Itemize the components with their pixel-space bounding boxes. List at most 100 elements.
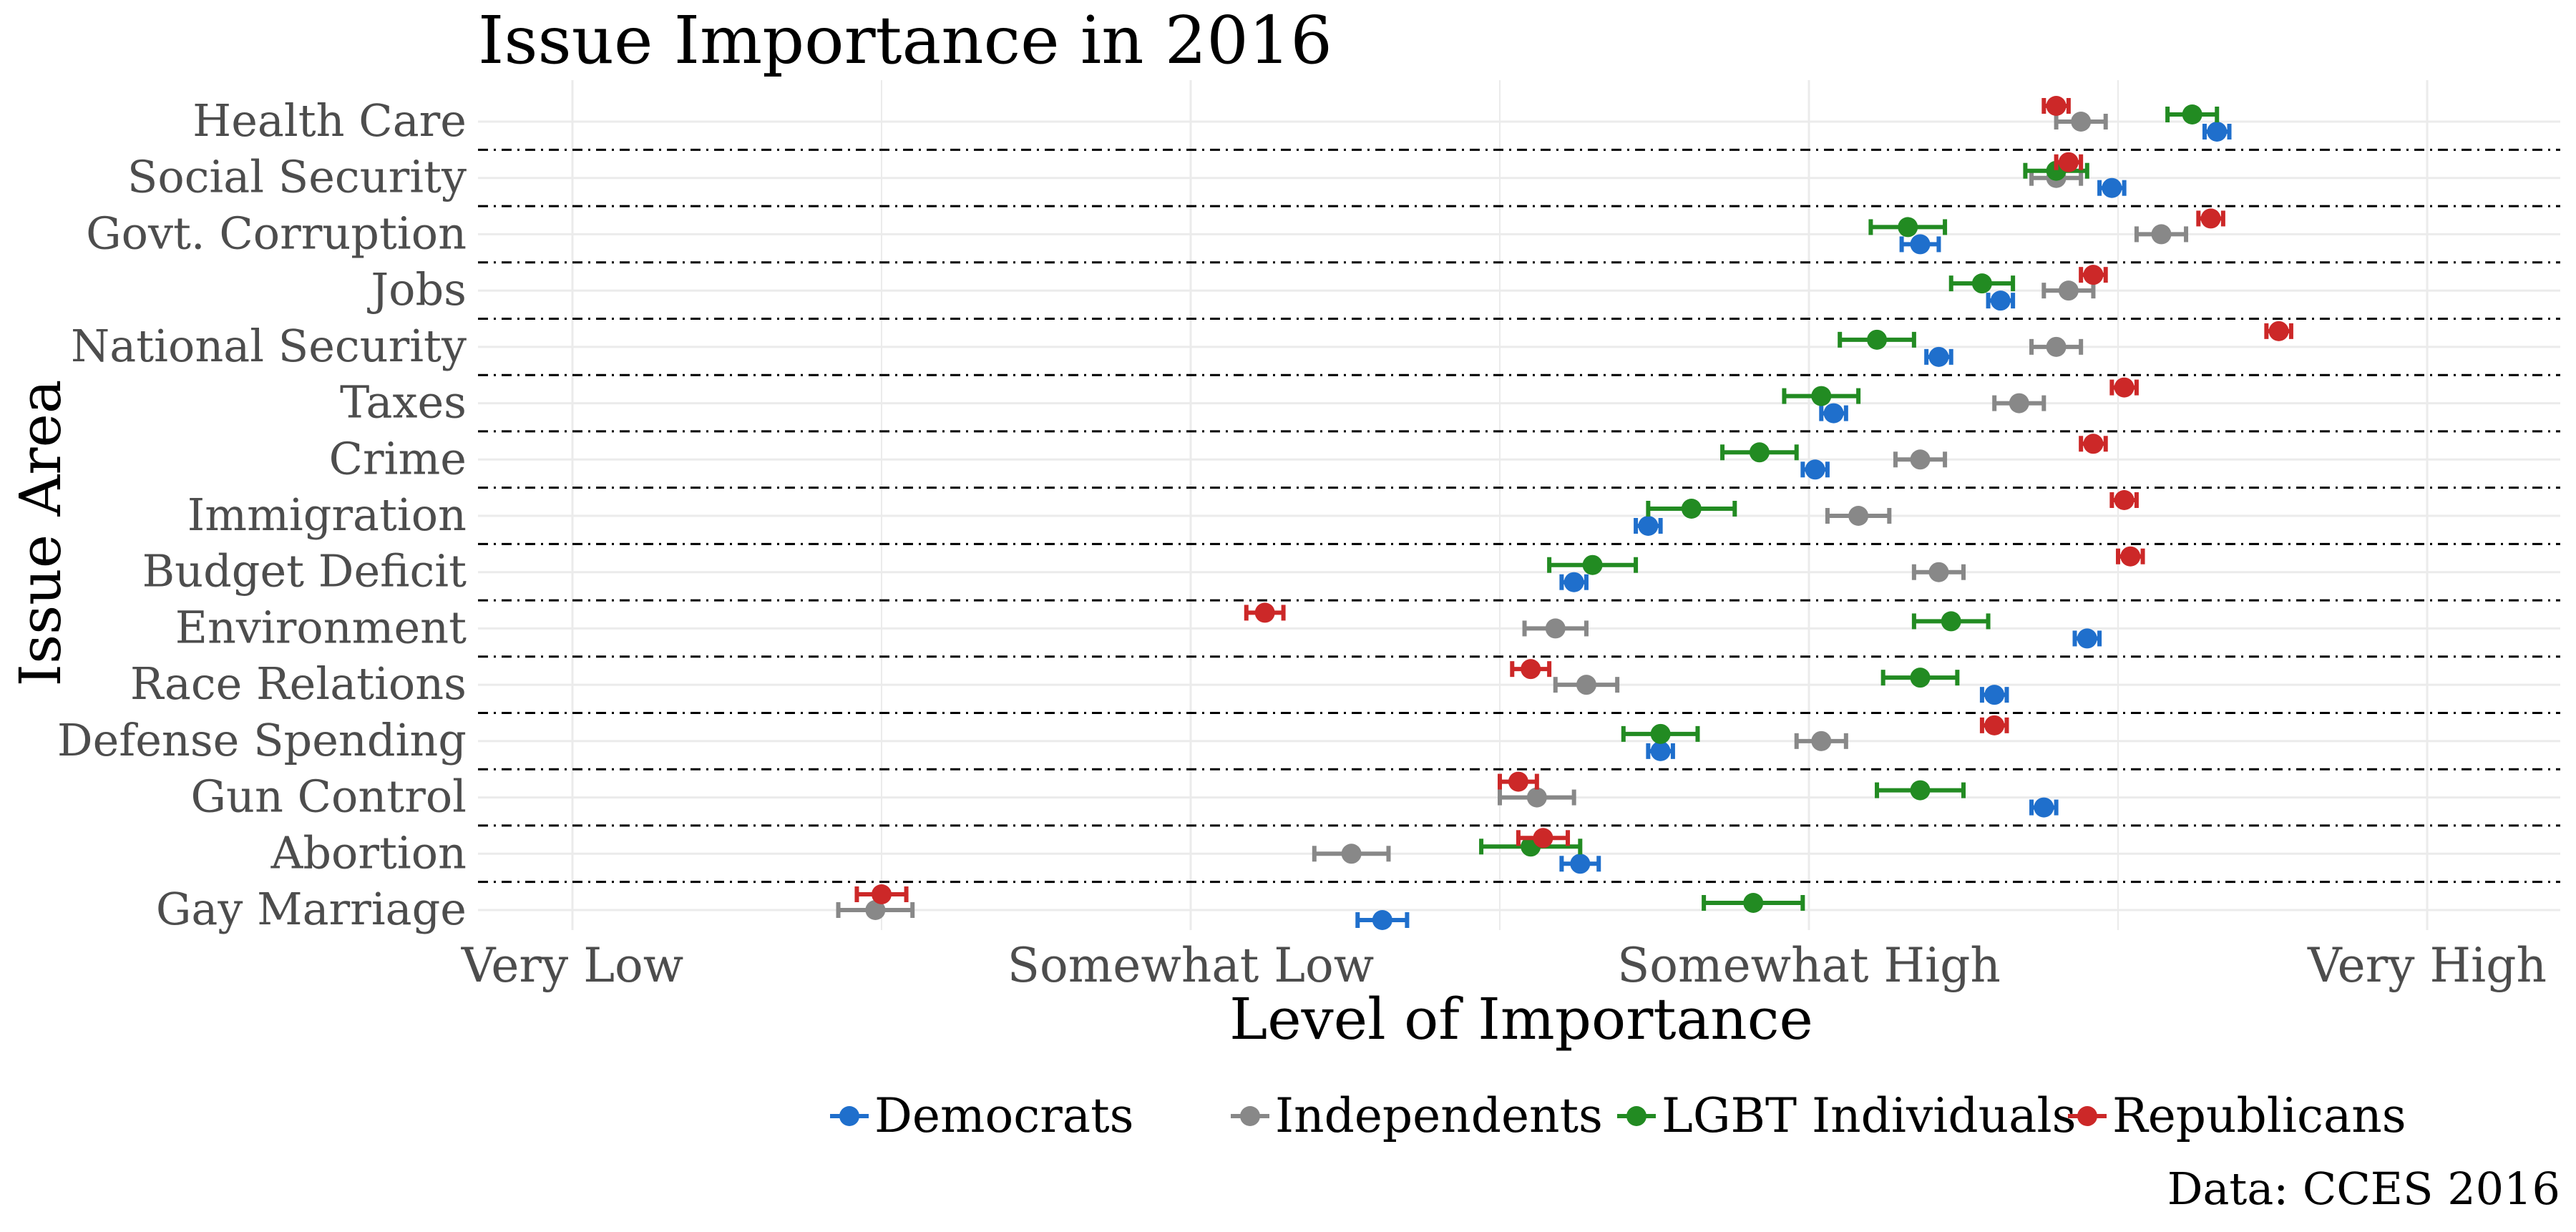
- data-point: [2120, 546, 2141, 567]
- y-tick-label: Health Care: [192, 94, 467, 147]
- data-point-group: [2264, 321, 2293, 341]
- data-point: [2200, 208, 2221, 229]
- data-point-group: [1522, 618, 1589, 639]
- x-tick-label: Very Low: [461, 938, 684, 993]
- legend-label: Democrats: [874, 1088, 1134, 1143]
- data-point-group: [1924, 346, 1953, 367]
- data-point: [1576, 675, 1596, 695]
- data-point-group: [2079, 265, 2108, 285]
- data-point: [1848, 506, 1869, 526]
- y-tick-label: Jobs: [366, 263, 467, 316]
- y-tick-label: Govt. Corruption: [86, 207, 467, 259]
- data-point: [2114, 377, 2135, 398]
- data-point-group: [2109, 490, 2139, 510]
- data-point-group: [1800, 459, 1830, 480]
- legend-label: Independents: [1275, 1088, 1603, 1143]
- data-point: [1638, 516, 1659, 536]
- y-tick-label: Gay Marriage: [156, 883, 467, 935]
- data-point: [2046, 336, 2067, 357]
- data-point-group: [2109, 377, 2139, 398]
- data-point-group: [1880, 668, 1960, 688]
- legend-key-marker: [1626, 1106, 1646, 1126]
- data-point-group: [1819, 403, 1848, 424]
- data-point: [2071, 112, 2092, 132]
- data-point: [1990, 290, 2011, 311]
- data-point: [2009, 393, 2029, 414]
- data-point-group: [1244, 602, 1286, 623]
- data-point-group: [1720, 442, 1799, 463]
- legend-item: Independents: [1231, 1088, 1603, 1143]
- data-point: [1928, 562, 1949, 582]
- data-point-group: [1868, 217, 1948, 238]
- data-point: [2207, 122, 2228, 142]
- data-point: [1898, 217, 1918, 238]
- data-point: [1984, 715, 2005, 735]
- data-point-group: [1559, 854, 1601, 874]
- legend-key-marker: [1240, 1106, 1260, 1126]
- data-point: [1563, 572, 1584, 592]
- data-point-group: [1979, 715, 2009, 735]
- chart-title: Issue Importance in 2016: [478, 2, 1332, 79]
- data-point-group: [1312, 844, 1391, 864]
- y-tick-label: Social Security: [127, 151, 467, 203]
- data-point: [1533, 828, 1553, 849]
- data-point-group: [1899, 234, 1941, 255]
- y-tick-label: Race Relations: [130, 657, 467, 710]
- data-point: [2083, 265, 2104, 285]
- data-point-group: [2029, 336, 2084, 357]
- data-point-group: [2196, 208, 2225, 229]
- data-point: [1749, 442, 1770, 463]
- x-tick-label: Very High: [2307, 938, 2547, 993]
- y-tick-label: Gun Control: [190, 771, 467, 823]
- data-point-group: [1498, 771, 1539, 792]
- legend: Democrats Independents LGBT Individuals Rep…: [830, 1088, 2406, 1143]
- data-point: [1650, 740, 1671, 761]
- data-point: [1910, 234, 1931, 255]
- data-point: [1743, 893, 1764, 913]
- data-point-group: [1646, 499, 1737, 519]
- data-point: [1254, 602, 1275, 623]
- data-point: [1811, 386, 1832, 406]
- data-point: [2077, 628, 2097, 649]
- data-point: [872, 884, 892, 904]
- data-point: [1823, 403, 1844, 424]
- data-point-group: [1498, 787, 1576, 808]
- x-tick-label: Somewhat Low: [1008, 938, 1375, 993]
- y-axis-label: Issue Area: [7, 379, 74, 686]
- data-point-group: [2097, 177, 2127, 198]
- data-point-group: [1516, 828, 1571, 849]
- data-point: [1341, 844, 1362, 864]
- y-tick-label: National Security: [71, 320, 467, 372]
- data-point-group: [1986, 290, 2016, 311]
- y-tick-label: Taxes: [340, 376, 467, 429]
- data-point-group: [854, 884, 909, 904]
- y-tick-label: Crime: [329, 432, 467, 484]
- data-point: [865, 900, 886, 920]
- data-point: [1545, 618, 1566, 639]
- data-point: [1811, 730, 1832, 751]
- legend-item: Republicans: [2068, 1088, 2406, 1143]
- data-point-group: [1646, 740, 1675, 761]
- data-point-group: [2079, 434, 2108, 454]
- data-point-group: [1559, 572, 1589, 592]
- data-point-group: [1875, 780, 1966, 801]
- data-point-group: [2041, 96, 2071, 116]
- legend-item: Democrats: [830, 1088, 1134, 1143]
- y-tick-label: Abortion: [270, 826, 467, 879]
- legend-label: Republicans: [2112, 1088, 2406, 1143]
- data-point-group: [1893, 449, 1948, 470]
- data-point-group: [2054, 112, 2108, 132]
- data-point-group: [1911, 611, 1991, 632]
- data-point-group: [1825, 506, 1892, 526]
- data-point: [1805, 459, 1825, 480]
- data-point-group: [2134, 224, 2189, 245]
- data-point-group: [1794, 730, 1848, 751]
- data-point-group: [2041, 280, 2096, 301]
- data-point: [2151, 224, 2172, 245]
- y-tick-label: Budget Deficit: [142, 545, 467, 597]
- data-point-group: [836, 900, 915, 920]
- data-point: [2268, 321, 2289, 341]
- data-point: [1681, 499, 1702, 519]
